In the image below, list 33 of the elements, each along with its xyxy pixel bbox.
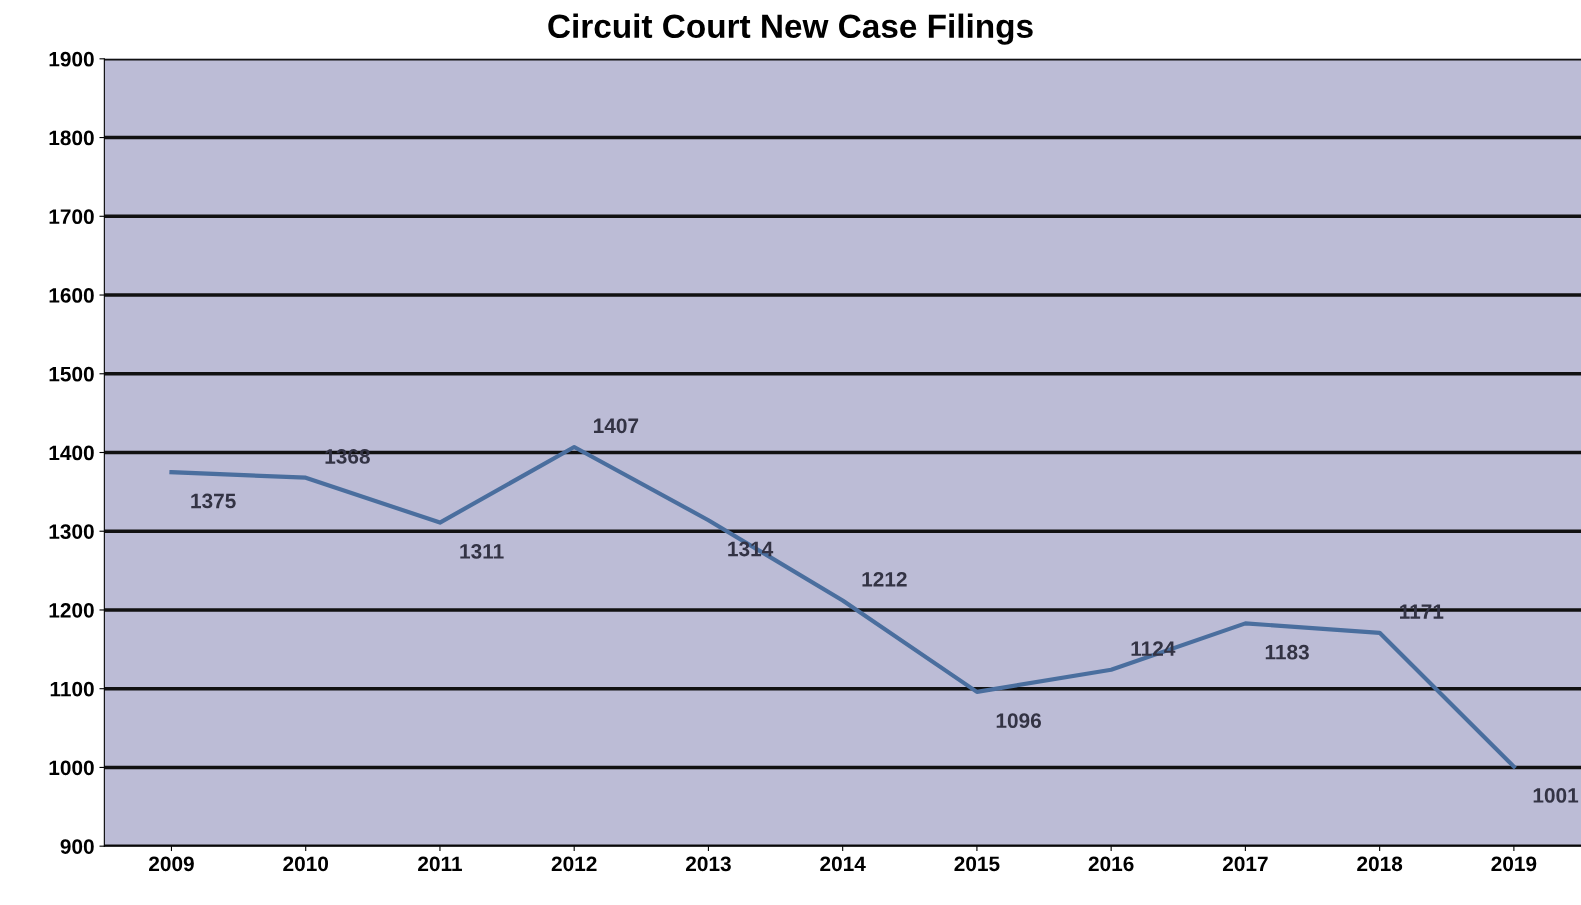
data-label: 1096 xyxy=(996,713,1041,728)
x-tick-label: 2014 xyxy=(820,856,866,872)
y-tick-label: 1000 xyxy=(49,760,94,776)
y-tick-label: 900 xyxy=(60,839,94,854)
y-tick-label: 1800 xyxy=(49,130,94,146)
x-tick-label: 2016 xyxy=(1088,856,1134,872)
line-series xyxy=(169,444,1516,769)
data-label: 1212 xyxy=(862,571,907,587)
x-tick-label: 2019 xyxy=(1491,856,1537,872)
data-label: 1124 xyxy=(1131,641,1176,656)
data-label: 1375 xyxy=(191,493,236,509)
x-tick-label: 2017 xyxy=(1222,856,1268,872)
y-tick-label: 1600 xyxy=(49,288,94,303)
data-label: 1183 xyxy=(1265,644,1309,660)
chart-title: Circuit Court New Case Filings xyxy=(548,13,1033,45)
y-tick-label: 1400 xyxy=(49,445,94,461)
y-tick-label: 1500 xyxy=(49,366,94,382)
x-tick-label: 2011 xyxy=(418,856,462,872)
y-tick-label: 1900 xyxy=(49,51,94,67)
x-tick-label: 2010 xyxy=(283,856,329,872)
y-tick-label: 1200 xyxy=(49,602,94,618)
y-tick-label: 1300 xyxy=(49,524,94,540)
data-label: 1171 xyxy=(1400,604,1444,619)
x-tick-label: 2012 xyxy=(551,856,597,872)
data-label: 1001 xyxy=(1533,788,1579,803)
y-tick-label: 1700 xyxy=(49,209,94,225)
x-tick-label: 2009 xyxy=(149,856,194,872)
x-tick-label: 2015 xyxy=(954,856,1000,872)
x-tick-label: 2013 xyxy=(685,856,731,872)
x-tick-label: 2018 xyxy=(1357,856,1403,872)
y-tick-label: 1100 xyxy=(50,681,94,697)
data-label: 1407 xyxy=(594,418,639,434)
data-label: 1311 xyxy=(460,543,504,559)
